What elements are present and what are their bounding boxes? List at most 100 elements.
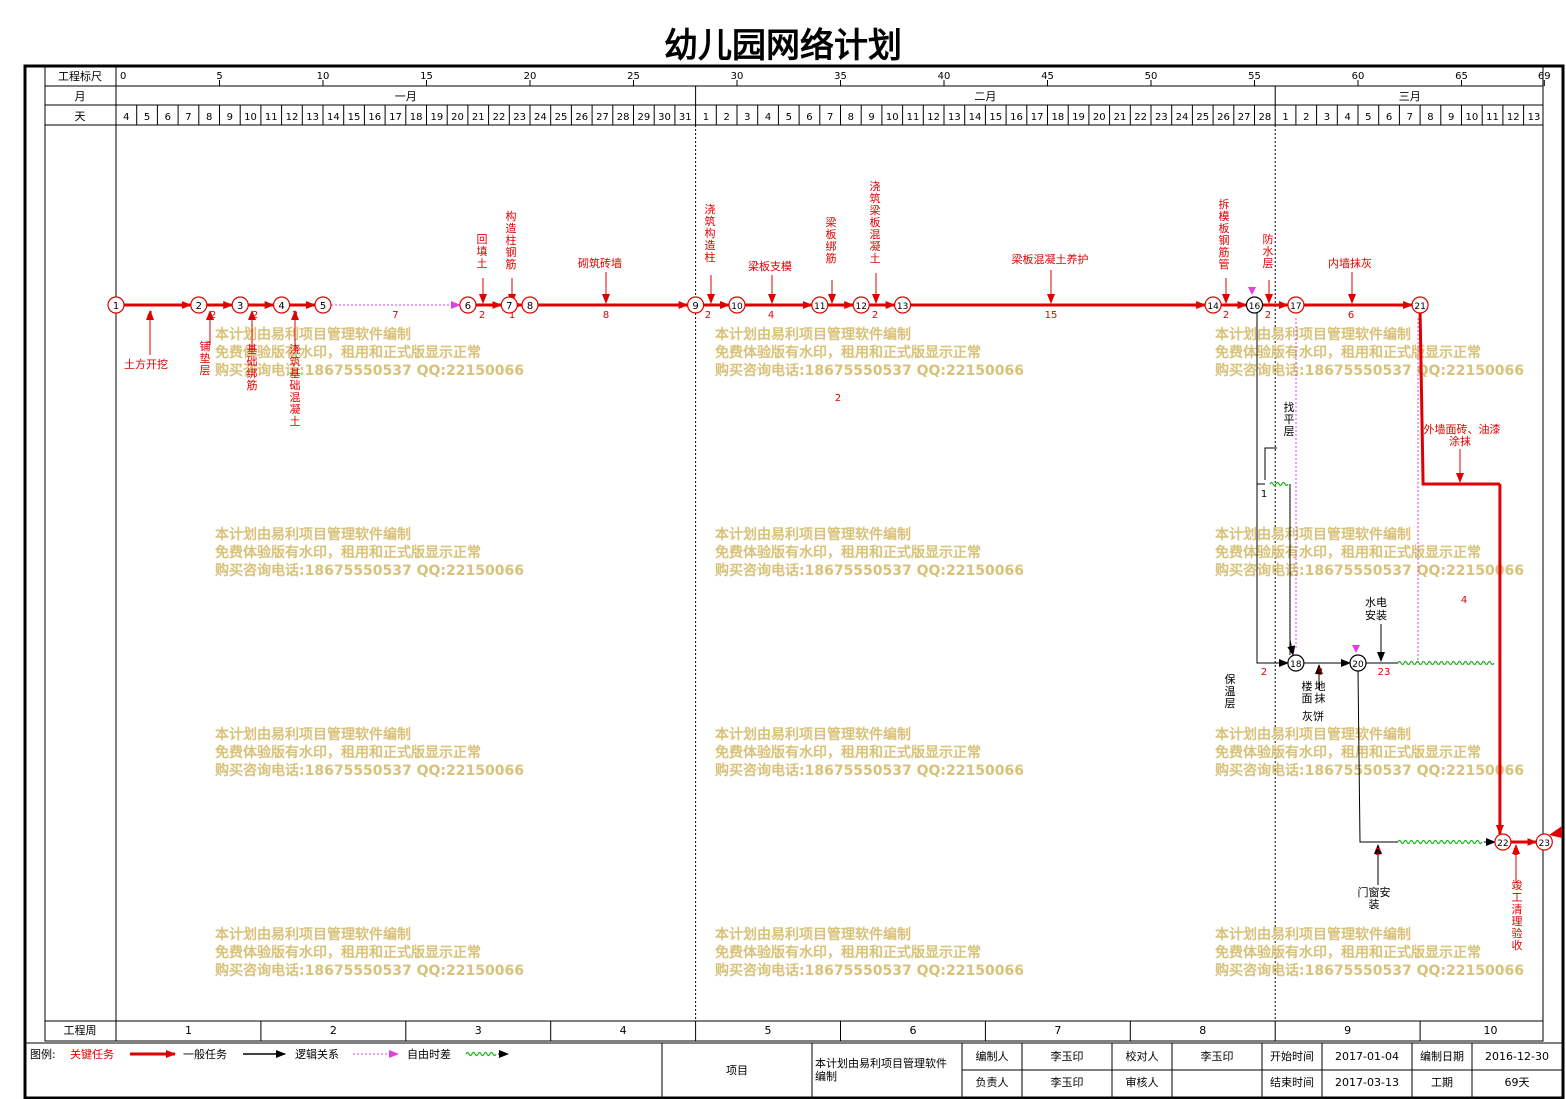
watermark-text: 本计划由易利项目管理软件编制 bbox=[215, 726, 411, 743]
duration-label: 2 bbox=[292, 310, 298, 321]
week-cell: 2 bbox=[330, 1024, 337, 1037]
node-2 bbox=[190, 296, 208, 314]
watermark-text: 免费体验版有水印，租用和正式版显示正常 bbox=[715, 344, 981, 361]
week-label: 工程周 bbox=[64, 1024, 97, 1037]
watermark-text: 购买咨询电话:18675550537 QQ:22150066 bbox=[1215, 762, 1524, 779]
node-label: 13 bbox=[897, 302, 908, 312]
activity-label: 清 bbox=[1512, 903, 1523, 916]
watermark-text: 本计划由易利项目管理软件编制 bbox=[715, 726, 911, 743]
node-16 bbox=[1245, 296, 1264, 314]
watermark-text: 购买咨询电话:18675550537 QQ:22150066 bbox=[715, 362, 1024, 379]
activity-label: 土方开挖 bbox=[124, 357, 168, 371]
day-cell: 1 bbox=[1282, 112, 1288, 123]
activity-label: 钢 bbox=[1219, 234, 1230, 247]
day-cell: 10 bbox=[1465, 112, 1478, 123]
activity-label: 平 bbox=[1284, 413, 1295, 426]
watermark-text: 购买咨询电话:18675550537 QQ:22150066 bbox=[715, 962, 1024, 979]
activity-label: 筋 bbox=[247, 378, 258, 392]
activity-label: 涂抹 bbox=[1449, 434, 1471, 448]
day-cell: 25 bbox=[1196, 112, 1209, 123]
activity-label: 梁 bbox=[870, 203, 881, 217]
watermark-text: 本计划由易利项目管理软件编制 bbox=[715, 926, 911, 943]
scale-tick-label: 20 bbox=[524, 71, 537, 82]
watermark-text: 本计划由易利项目管理软件编制 bbox=[215, 526, 411, 543]
day-cell: 6 bbox=[1386, 112, 1392, 123]
day-cell: 20 bbox=[451, 112, 464, 123]
chart-title: 幼儿园网络计划 bbox=[664, 26, 902, 66]
activity-label: 构 bbox=[506, 209, 517, 223]
activity-label: 层 bbox=[1263, 257, 1274, 270]
activity-label: 拆 bbox=[1219, 197, 1230, 211]
duration-label: 1 bbox=[1261, 489, 1267, 500]
watermark-text: 本计划由易利项目管理软件编制 bbox=[1215, 926, 1411, 943]
info-cell: 李玉印 bbox=[1201, 1049, 1234, 1063]
activity-label: 筑 bbox=[870, 191, 881, 205]
day-cell: 22 bbox=[493, 112, 506, 123]
scale-tick-label: 45 bbox=[1041, 71, 1054, 82]
node-10 bbox=[728, 296, 746, 314]
activity-label: 浇 bbox=[870, 180, 881, 193]
activity-label: 楼 bbox=[1302, 679, 1313, 693]
activity-label: 竣 bbox=[1512, 878, 1523, 892]
day-cell: 7 bbox=[827, 112, 833, 123]
duration-label: 8 bbox=[603, 310, 609, 321]
duration-label: 2 bbox=[705, 310, 711, 321]
watermark-text: 免费体验版有水印，租用和正式版显示正常 bbox=[1215, 744, 1481, 761]
activity-label: 水 bbox=[1263, 245, 1274, 258]
info-cell: 李玉印 bbox=[1051, 1075, 1084, 1089]
day-cell: 17 bbox=[389, 112, 402, 123]
activity-label: 凝 bbox=[870, 239, 881, 253]
duration-label: 2 bbox=[252, 310, 258, 321]
activity-label: 绑 bbox=[826, 240, 837, 253]
activity-label: 外墙面砖、油漆 bbox=[1424, 422, 1501, 436]
watermark-text: 购买咨询电话:18675550537 QQ:22150066 bbox=[715, 762, 1024, 779]
day-cell: 12 bbox=[286, 112, 299, 123]
day-cell: 11 bbox=[907, 112, 920, 123]
day-cell: 4 bbox=[123, 112, 129, 123]
day-cell: 9 bbox=[227, 112, 233, 123]
node-20 bbox=[1349, 654, 1367, 672]
scale-tick-label: 35 bbox=[834, 71, 847, 82]
activity-label: 面 bbox=[1302, 692, 1313, 705]
day-cell: 18 bbox=[1051, 112, 1064, 123]
info-cell: 李玉印 bbox=[1051, 1049, 1084, 1063]
node-label: 10 bbox=[731, 302, 743, 312]
watermark-text: 本计划由易利项目管理软件编制 bbox=[1215, 326, 1411, 343]
node-18 bbox=[1287, 654, 1305, 672]
activity-label: 装 bbox=[1369, 898, 1380, 911]
activity-label: 回 bbox=[477, 233, 488, 246]
day-cell: 14 bbox=[969, 112, 982, 123]
watermark-text: 免费体验版有水印，租用和正式版显示正常 bbox=[715, 944, 981, 961]
node-label: 21 bbox=[1414, 302, 1425, 312]
duration-label: 2 bbox=[1513, 847, 1519, 858]
scale-tick-label: 69 bbox=[1538, 71, 1551, 82]
outer-frame bbox=[23, 64, 1565, 1099]
day-cell: 26 bbox=[575, 112, 588, 123]
activity-label: 钢 bbox=[506, 246, 517, 259]
watermark-text: 购买咨询电话:18675550537 QQ:22150066 bbox=[1215, 962, 1524, 979]
node-label: 22 bbox=[1497, 839, 1508, 849]
duration-label: 2 bbox=[1375, 847, 1381, 858]
day-cell: 6 bbox=[806, 112, 812, 123]
day-cell: 17 bbox=[1031, 112, 1044, 123]
day-cell: 6 bbox=[165, 112, 171, 123]
day-cell: 24 bbox=[1176, 112, 1189, 123]
node-6 bbox=[459, 296, 477, 314]
activity-label: 温 bbox=[1225, 685, 1236, 698]
duration-label: 7 bbox=[392, 310, 398, 321]
legend-normal-label: 一般任务 bbox=[183, 1048, 227, 1061]
activity-label: 砌筑砖墙 bbox=[578, 256, 622, 270]
node-label: 1 bbox=[113, 301, 119, 312]
node-23 bbox=[1535, 833, 1553, 851]
day-cell: 11 bbox=[265, 112, 278, 123]
duration-label: 2 bbox=[479, 310, 485, 321]
free-float-marker-icon bbox=[1248, 287, 1256, 295]
info-cell: 69天 bbox=[1505, 1076, 1530, 1089]
day-cell: 2 bbox=[723, 112, 729, 123]
activity-label: 工 bbox=[1512, 891, 1523, 904]
normal-arrowhead bbox=[1287, 639, 1296, 656]
node-11 bbox=[811, 296, 829, 314]
watermark-text: 免费体验版有水印，租用和正式版显示正常 bbox=[715, 744, 981, 761]
day-cell: 28 bbox=[1258, 112, 1271, 123]
